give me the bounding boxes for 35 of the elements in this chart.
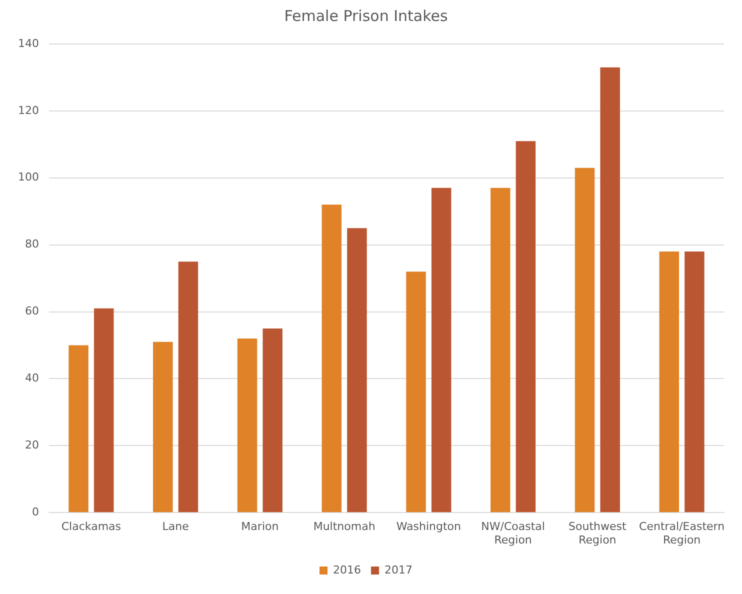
bar xyxy=(178,262,198,512)
x-tick-label: Central/Eastern Region xyxy=(639,520,725,546)
y-tick-label: 60 xyxy=(24,304,39,318)
x-tick-label: Lane xyxy=(162,520,190,534)
bar xyxy=(94,308,114,512)
bar xyxy=(516,141,536,512)
bar xyxy=(684,252,704,512)
y-tick-label: 20 xyxy=(24,438,39,452)
legend-label: 2017 xyxy=(384,563,412,576)
bar xyxy=(600,67,620,512)
bar xyxy=(406,272,426,512)
y-tick-label: 40 xyxy=(24,372,39,385)
y-tick-label: 120 xyxy=(18,104,39,117)
bar xyxy=(262,328,282,512)
bar xyxy=(153,342,173,512)
bar xyxy=(659,252,680,512)
x-tick-label: Marion xyxy=(241,520,279,534)
x-tick-label: Clackamas xyxy=(61,520,122,534)
bar xyxy=(490,188,510,512)
bar xyxy=(68,345,88,512)
x-tick-label: Washington xyxy=(396,520,462,534)
chart-title: Female Prison Intakes xyxy=(284,6,448,25)
y-tick-label: 100 xyxy=(18,170,39,184)
legend-label: 2016 xyxy=(333,563,362,576)
x-tick-label: NW/Coastal Region xyxy=(481,520,545,546)
bar xyxy=(431,188,452,512)
x-tick-label: Southwest Region xyxy=(568,520,628,546)
x-tick-label: Multnomah xyxy=(313,520,376,534)
y-tick-label: 0 xyxy=(32,505,39,518)
bar xyxy=(574,168,595,512)
y-tick-label: 140 xyxy=(18,36,39,50)
bar xyxy=(322,204,342,512)
bar xyxy=(237,338,258,512)
bar xyxy=(347,228,367,512)
y-tick-label: 80 xyxy=(24,238,39,251)
